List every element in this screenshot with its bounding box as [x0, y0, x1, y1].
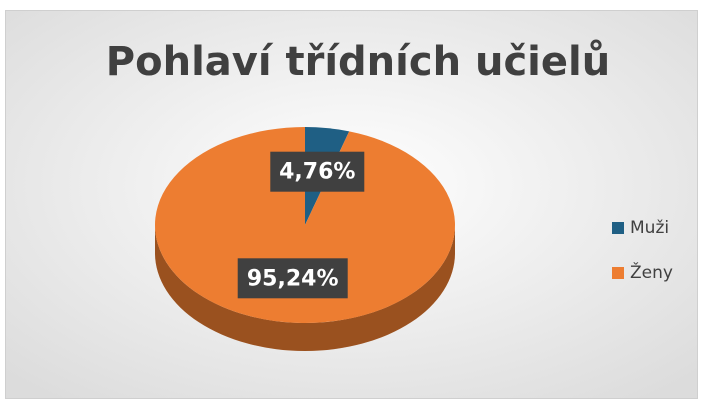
data-label-box — [237, 258, 348, 299]
legend-swatch — [612, 222, 624, 234]
legend-swatch — [612, 267, 624, 279]
pie-side-shade — [155, 225, 455, 351]
pie — [155, 127, 456, 351]
data-label-box — [270, 151, 365, 192]
data-label-text: 4,76% — [279, 160, 355, 185]
legend-label: Ženy — [630, 261, 673, 283]
chart-title: Pohlaví třídních učielů — [106, 38, 610, 85]
pie-slice — [155, 127, 456, 323]
data-labels: 4,76% 95,24% — [237, 151, 365, 299]
data-label: 95,24% — [237, 258, 348, 299]
legend-label: Muži — [630, 218, 669, 238]
data-label-text: 95,24% — [247, 266, 339, 291]
data-label: 4,76% — [270, 151, 365, 192]
legend: Muži Ženy — [612, 218, 673, 283]
pie-side — [155, 225, 455, 351]
